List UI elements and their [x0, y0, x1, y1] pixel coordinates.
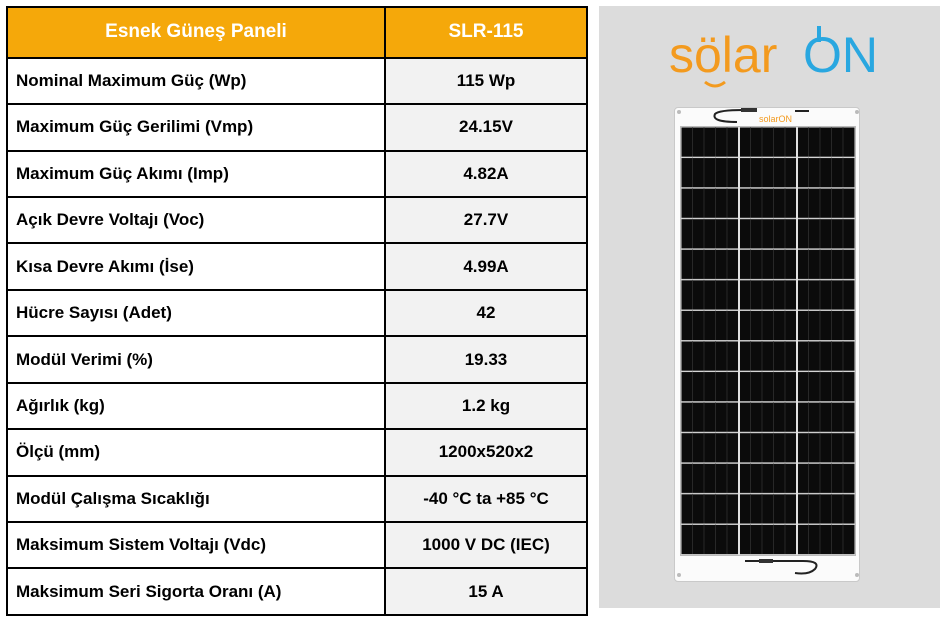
row-value: 1200x520x2 — [384, 428, 588, 477]
solar-panel-image: solarON — [674, 107, 860, 582]
table-row: Maksimum Seri Sigorta Oranı (A) 15 A — [6, 567, 588, 616]
table-row: Maximum Güç Gerilimi (Vmp) 24.15V — [6, 103, 588, 152]
row-value: 24.15V — [384, 103, 588, 152]
row-label: Maximum Güç Akımı (Imp) — [6, 149, 386, 198]
row-value: 1000 V DC (IEC) — [384, 521, 588, 570]
row-value: 4.99A — [384, 242, 588, 291]
row-label: Maximum Güç Gerilimi (Vmp) — [6, 103, 386, 152]
solaron-logo: sölar ON — [669, 26, 878, 88]
logo-smile-icon — [704, 80, 726, 88]
cable-top-icon: solarON — [677, 108, 859, 124]
row-label: Açık Devre Voltajı (Voc) — [6, 195, 386, 245]
table-row: Ağırlık (kg) 1.2 kg — [6, 381, 588, 431]
row-label: Kısa Devre Akımı (İse) — [6, 242, 386, 291]
row-label: Modül Çalışma Sıcaklığı — [6, 474, 386, 524]
logo-text-on: ON — [803, 27, 878, 83]
cell-grid — [680, 126, 856, 556]
table-row: Ölçü (mm) 1200x520x2 — [6, 428, 588, 477]
table-row: Modül Verimi (%) 19.33 — [6, 335, 588, 384]
row-value: 19.33 — [384, 335, 588, 384]
table-row: Kısa Devre Akımı (İse) 4.99A — [6, 242, 588, 291]
row-value: 27.7V — [384, 195, 588, 245]
logo-text-solar: sölar — [669, 27, 777, 83]
row-value: 1.2 kg — [384, 381, 588, 431]
header-product-type: Esnek Güneş Paneli — [6, 6, 386, 59]
row-label: Hücre Sayısı (Adet) — [6, 288, 386, 338]
header-model: SLR-115 — [384, 6, 588, 59]
table-row: Maksimum Sistem Voltajı (Vdc) 1000 V DC (… — [6, 521, 588, 570]
spec-table: Esnek Güneş Paneli SLR-115 Nominal Maxim… — [6, 6, 588, 616]
table-row: Maximum Güç Akımı (Imp) 4.82A — [6, 149, 588, 198]
row-value: 42 — [384, 288, 588, 338]
row-value: 4.82A — [384, 149, 588, 198]
table-row: Modül Çalışma Sıcaklığı -40 °C ta +85 °C — [6, 474, 588, 524]
row-label: Modül Verimi (%) — [6, 335, 386, 384]
table-header-row: Esnek Güneş Paneli SLR-115 — [6, 6, 588, 59]
row-label: Ağırlık (kg) — [6, 381, 386, 431]
row-label: Ölçü (mm) — [6, 428, 386, 477]
table-row: Nominal Maximum Güç (Wp) 115 Wp — [6, 56, 588, 106]
row-label: Nominal Maximum Güç (Wp) — [6, 56, 386, 106]
table-row: Açık Devre Voltajı (Voc) 27.7V — [6, 195, 588, 245]
row-label: Maksimum Sistem Voltajı (Vdc) — [6, 521, 386, 570]
product-photo: sölar ON solarON — [599, 6, 940, 608]
row-label: Maksimum Seri Sigorta Oranı (A) — [6, 567, 386, 616]
row-value: 15 A — [384, 567, 588, 616]
table-row: Hücre Sayısı (Adet) 42 — [6, 288, 588, 338]
cable-bottom-icon — [677, 559, 859, 577]
row-value: -40 °C ta +85 °C — [384, 474, 588, 524]
panel-brand-mark: solarON — [759, 114, 792, 124]
row-value: 115 Wp — [384, 56, 588, 106]
